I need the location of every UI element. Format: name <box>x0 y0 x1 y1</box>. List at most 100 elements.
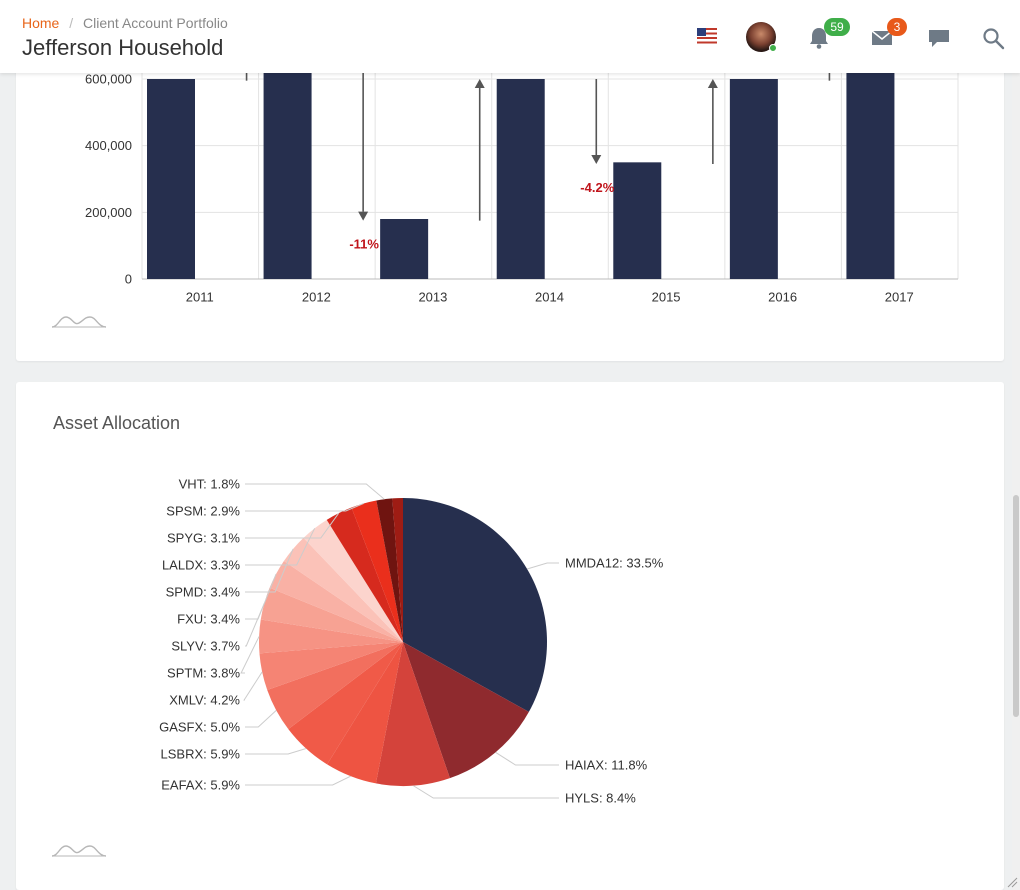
bar-2014 <box>496 79 545 279</box>
y-tick-label: 600,000 <box>85 72 132 87</box>
x-tick-label: 2012 <box>302 290 331 305</box>
notifications-badge: 59 <box>824 18 850 36</box>
slice-label-sptm: SPTM: 3.8% <box>167 666 240 681</box>
user-avatar[interactable] <box>746 22 777 52</box>
slice-label-gasfx: GASFX: 5.0% <box>159 720 240 735</box>
pie-slice <box>259 642 403 690</box>
x-tick-label: 2014 <box>535 290 564 305</box>
pie-slice <box>269 561 403 642</box>
bar-2012 <box>263 62 312 280</box>
change-arrow <box>474 79 485 221</box>
notifications-button[interactable]: 59 <box>807 18 850 52</box>
change-arrow <box>591 79 602 164</box>
bar-2015 <box>613 162 662 279</box>
bar-2016 <box>729 79 778 279</box>
slice-label-hyls: HYLS: 8.4% <box>565 791 636 806</box>
leader-line <box>245 512 340 539</box>
slice-label-lsbrx: LSBRX: 5.9% <box>161 747 241 762</box>
change-arrow <box>358 62 369 221</box>
slice-label-laldx: LALDX: 3.3% <box>162 558 240 573</box>
slice-label-fxu: FXU: 3.4% <box>177 612 240 627</box>
pie-slice <box>259 619 403 654</box>
x-tick-label: 2015 <box>652 290 681 305</box>
slice-label-mmda12: MMDA12: 33.5% <box>565 556 664 571</box>
leader-line <box>245 483 385 500</box>
bar-2017 <box>846 62 895 280</box>
y-tick-label: 200,000 <box>85 205 132 220</box>
pie-slice <box>267 642 403 730</box>
breadcrumb-current: Client Account Portfolio <box>83 15 228 31</box>
change-label: -11% <box>349 237 379 252</box>
resize-grip-icon[interactable] <box>1006 876 1018 888</box>
scrollbar-track[interactable] <box>1012 73 1020 890</box>
slice-label-haiax: HAIAX: 11.8% <box>565 758 648 773</box>
pie-slice <box>403 498 547 712</box>
breadcrumb-home-link[interactable]: Home <box>22 15 60 31</box>
bell-icon <box>810 28 828 49</box>
pie-slice <box>288 642 403 765</box>
pie-slice <box>260 587 403 642</box>
messages-badge: 3 <box>887 18 907 36</box>
change-arrow <box>707 79 718 164</box>
slice-label-spyg: SPYG: 3.1% <box>167 531 240 546</box>
y-tick-label: 400,000 <box>85 138 132 153</box>
pie-slice <box>283 537 403 642</box>
arrow-head <box>358 211 369 221</box>
search-icon <box>983 28 1005 50</box>
arrow-head <box>474 79 485 88</box>
x-tick-label: 2016 <box>768 290 797 305</box>
asset-allocation-pie-chart: MMDA12: 33.5% HAIAX: 11.8% HYLS: 8.4% VHT: … <box>159 477 664 806</box>
mail-icon <box>871 30 893 45</box>
x-tick-label: 2017 <box>885 290 914 305</box>
pie-slice <box>375 642 450 786</box>
x-tick-label: 2013 <box>418 290 447 305</box>
leader-line <box>245 502 364 512</box>
arrow-head <box>707 79 718 88</box>
bar-2013 <box>380 219 429 279</box>
bar-2011 <box>147 79 195 279</box>
leader-line <box>526 562 559 570</box>
slice-label-spmd: SPMD: 3.4% <box>166 585 241 600</box>
pie-slice <box>376 498 403 642</box>
leader-line <box>243 671 263 701</box>
top-bar: Home / Client Account Portfolio Jefferso… <box>0 0 1020 73</box>
waterfall-chart: 0 200,000 400,000 600,000 2011 2012 2013 2014 20… <box>85 60 959 305</box>
x-tick-label: 2011 <box>186 290 214 305</box>
pie-slice <box>303 519 403 642</box>
breadcrumb: Home / Client Account Portfolio <box>22 15 228 31</box>
y-tick-label: 0 <box>125 272 132 287</box>
pie-slice <box>403 642 529 779</box>
leader-line <box>245 548 294 593</box>
pie-slice <box>392 498 403 642</box>
leader-line <box>245 709 277 728</box>
us-flag-icon[interactable] <box>697 28 717 44</box>
pie-labels: MMDA12: 33.5% HAIAX: 11.8% HYLS: 8.4% VHT: … <box>159 477 664 806</box>
leader-line <box>412 785 559 799</box>
performance-chart-card: 0 200,000 400,000 600,000 2011 2012 2013 2014 20… <box>16 60 1004 361</box>
chart-thumbnail-icon[interactable] <box>52 314 106 328</box>
chat-button[interactable] <box>927 22 957 52</box>
leader-line <box>240 636 260 674</box>
chat-icon <box>929 30 949 47</box>
pie-slice <box>351 500 403 642</box>
slice-label-xmlv: XMLV: 4.2% <box>169 693 240 708</box>
leader-line <box>245 775 351 786</box>
leader-line <box>495 751 559 766</box>
scrollbar-thumb[interactable] <box>1013 495 1019 717</box>
asset-allocation-title: Asset Allocation <box>53 413 181 433</box>
chart-thumbnail-icon[interactable] <box>52 843 106 857</box>
search-button[interactable] <box>982 22 1012 52</box>
slice-label-spsm: SPSM: 2.9% <box>166 504 240 519</box>
messages-button[interactable]: 3 <box>871 18 907 52</box>
pie-slices <box>259 498 547 786</box>
pie-slice <box>326 507 403 642</box>
arrow-head <box>591 155 602 164</box>
slice-label-eafax: EAFAX: 5.9% <box>161 778 240 793</box>
slice-label-vht: VHT: 1.8% <box>179 477 241 492</box>
leader-line <box>245 528 316 566</box>
slice-label-slyv: SLYV: 3.7% <box>171 639 240 654</box>
asset-allocation-card: Asset Allocation MMDA12: 33.5% HAIAX: 11.… <box>16 382 1004 890</box>
online-status-dot <box>769 44 777 52</box>
pie-slice <box>327 642 403 784</box>
page-title: Jefferson Household <box>22 35 224 60</box>
